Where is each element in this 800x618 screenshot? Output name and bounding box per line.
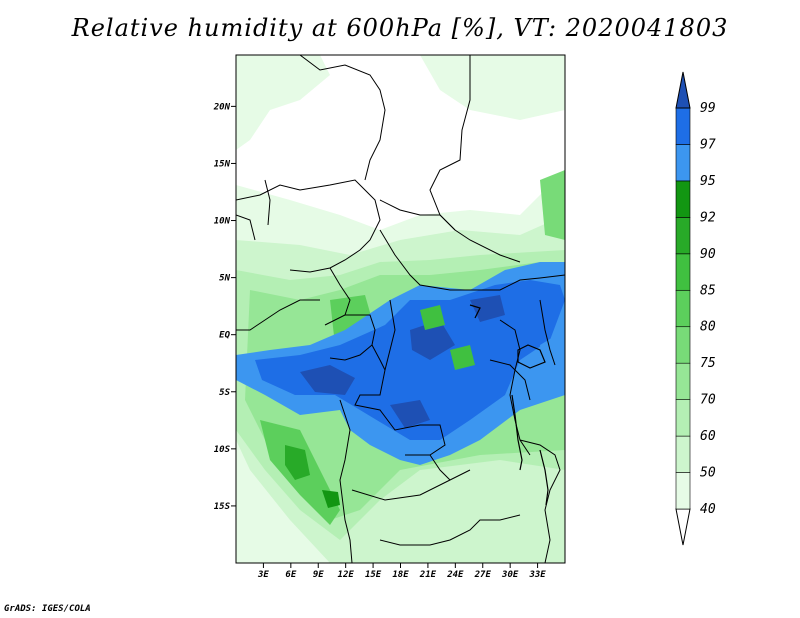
lon-tick-label: 6E bbox=[285, 570, 296, 580]
colorbar-band bbox=[675, 253, 691, 291]
credit-label: GrADS: IGES/COLA bbox=[4, 604, 91, 614]
lon-tick-label: 33E bbox=[528, 570, 546, 580]
lon-tick-label: 3E bbox=[257, 570, 269, 580]
latitude-axis: 20N 15N 10N 5N EQ 5S 10S 15S bbox=[213, 102, 236, 512]
lon-tick-label: 27E bbox=[474, 570, 492, 580]
lat-tick-label: 5S bbox=[219, 388, 230, 398]
lon-tick-label: 12E bbox=[338, 570, 355, 580]
humidity-area-99 bbox=[470, 295, 505, 322]
humidity-area-99 bbox=[410, 320, 455, 360]
country-borders bbox=[236, 55, 565, 563]
humidity-area-92 bbox=[285, 445, 310, 480]
colorbar-band bbox=[675, 289, 691, 328]
humidity-area-97 bbox=[255, 280, 565, 440]
humidity-area-80 bbox=[540, 170, 565, 240]
colorbar-band bbox=[675, 362, 691, 400]
colorbar-level-label: 97 bbox=[700, 137, 716, 152]
lat-tick-label: 10S bbox=[214, 445, 231, 455]
lon-tick-label: 30E bbox=[501, 570, 519, 580]
colorbar-level-label: 75 bbox=[700, 356, 716, 371]
colorbar-level-label: 80 bbox=[700, 320, 716, 335]
colorbar-band bbox=[675, 180, 691, 218]
lat-tick-label: EQ bbox=[219, 331, 230, 341]
colorbar-level-label: 85 bbox=[700, 283, 716, 298]
colorbar-band bbox=[675, 326, 691, 364]
chart-title: Relative humidity at 600hPa [%], VT: 202… bbox=[71, 14, 729, 42]
lon-tick-label: 9E bbox=[313, 570, 324, 580]
humidity-area-40 bbox=[420, 55, 565, 120]
colorbar-level-label: 92 bbox=[700, 210, 716, 225]
longitude-axis: 3E 6E 9E 12E 15E 18E 21E 24E 27E 30E 33E bbox=[257, 563, 546, 580]
lat-tick-label: 5N bbox=[219, 274, 230, 284]
colorbar-level-label: 99 bbox=[700, 101, 716, 116]
humidity-field bbox=[236, 55, 565, 563]
lon-tick-label: 15E bbox=[365, 570, 382, 580]
colorbar: 40 50 60 70 75 80 85 90 92 95 97 99 bbox=[675, 71, 716, 546]
lon-tick-label: 18E bbox=[392, 570, 409, 580]
humidity-area-95 bbox=[540, 330, 565, 395]
humidity-area-40 bbox=[236, 55, 330, 150]
lat-tick-label: 10N bbox=[214, 217, 231, 227]
lat-tick-label: 15N bbox=[214, 159, 231, 169]
humidity-area-90 bbox=[450, 345, 475, 370]
colorbar-level-label: 60 bbox=[700, 429, 716, 444]
colorbar-lower-arrow bbox=[675, 508, 691, 546]
colorbar-level-label: 90 bbox=[700, 247, 716, 262]
lon-tick-label: 21E bbox=[419, 570, 437, 580]
humidity-area-92 bbox=[322, 490, 340, 508]
humidity-area-90 bbox=[420, 305, 445, 330]
colorbar-band bbox=[675, 144, 691, 182]
colorbar-level-label: 40 bbox=[700, 502, 716, 517]
humidity-area-99 bbox=[300, 365, 355, 395]
lat-tick-label: 15S bbox=[214, 502, 231, 512]
lat-tick-label: 20N bbox=[213, 102, 231, 112]
colorbar-level-label: 70 bbox=[700, 393, 716, 408]
colorbar-band bbox=[675, 399, 691, 437]
colorbar-band bbox=[675, 435, 691, 473]
colorbar-upper-arrow bbox=[675, 71, 691, 109]
colorbar-band bbox=[675, 107, 691, 145]
humidity-area-99 bbox=[390, 400, 430, 428]
colorbar-level-label: 50 bbox=[700, 466, 716, 481]
colorbar-level-label: 95 bbox=[700, 174, 716, 189]
colorbar-band bbox=[675, 472, 691, 510]
lon-tick-label: 24E bbox=[446, 570, 464, 580]
colorbar-band bbox=[675, 217, 691, 255]
lakes bbox=[469, 304, 549, 506]
